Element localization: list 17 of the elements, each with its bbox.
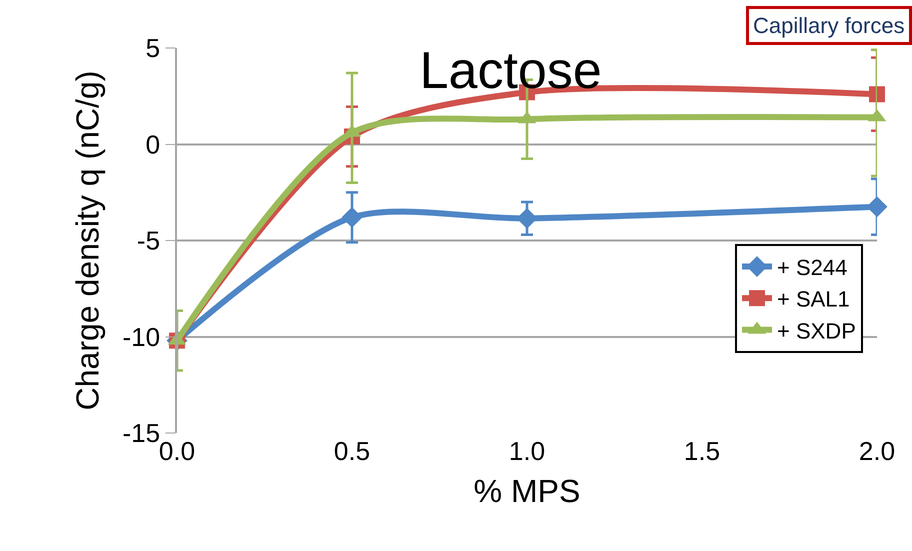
x-tick-label: 0.5 (334, 436, 370, 466)
x-axis-title: % MPS (474, 472, 580, 509)
y-tick-label: -10 (122, 322, 160, 352)
y-axis-title: Charge density q (nC/g) (69, 70, 106, 410)
y-tick-label: 0 (146, 129, 160, 160)
legend-label: + S244 (777, 255, 848, 280)
chart-title: Lactose (420, 42, 602, 100)
x-tick-label: 1.0 (508, 436, 546, 466)
y-tick-label: -5 (136, 226, 160, 256)
legend-label: + SAL1 (777, 286, 850, 312)
text: Capillary forces (753, 13, 905, 38)
y-tick-label: -15 (122, 418, 160, 448)
y-tick-label: 5 (146, 33, 160, 64)
x-tick-label: 1.5 (684, 436, 720, 466)
legend-label: + SXDP (777, 318, 856, 344)
x-tick-label: 0.0 (158, 436, 196, 466)
x-tick-label: 2.0 (858, 436, 896, 466)
